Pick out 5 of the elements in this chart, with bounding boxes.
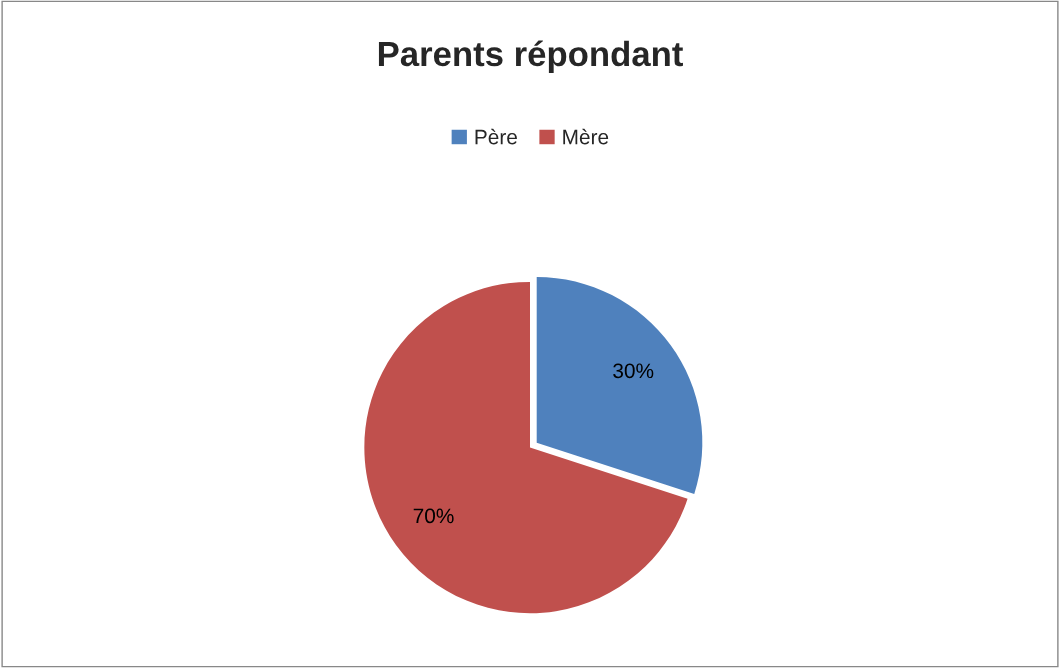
chart-title: Parents répondant xyxy=(378,40,683,74)
legend-label: Mère xyxy=(563,128,609,145)
legend-label: Père xyxy=(475,128,517,145)
data-label: 30% xyxy=(613,363,654,379)
data-label: 70% xyxy=(413,508,454,524)
